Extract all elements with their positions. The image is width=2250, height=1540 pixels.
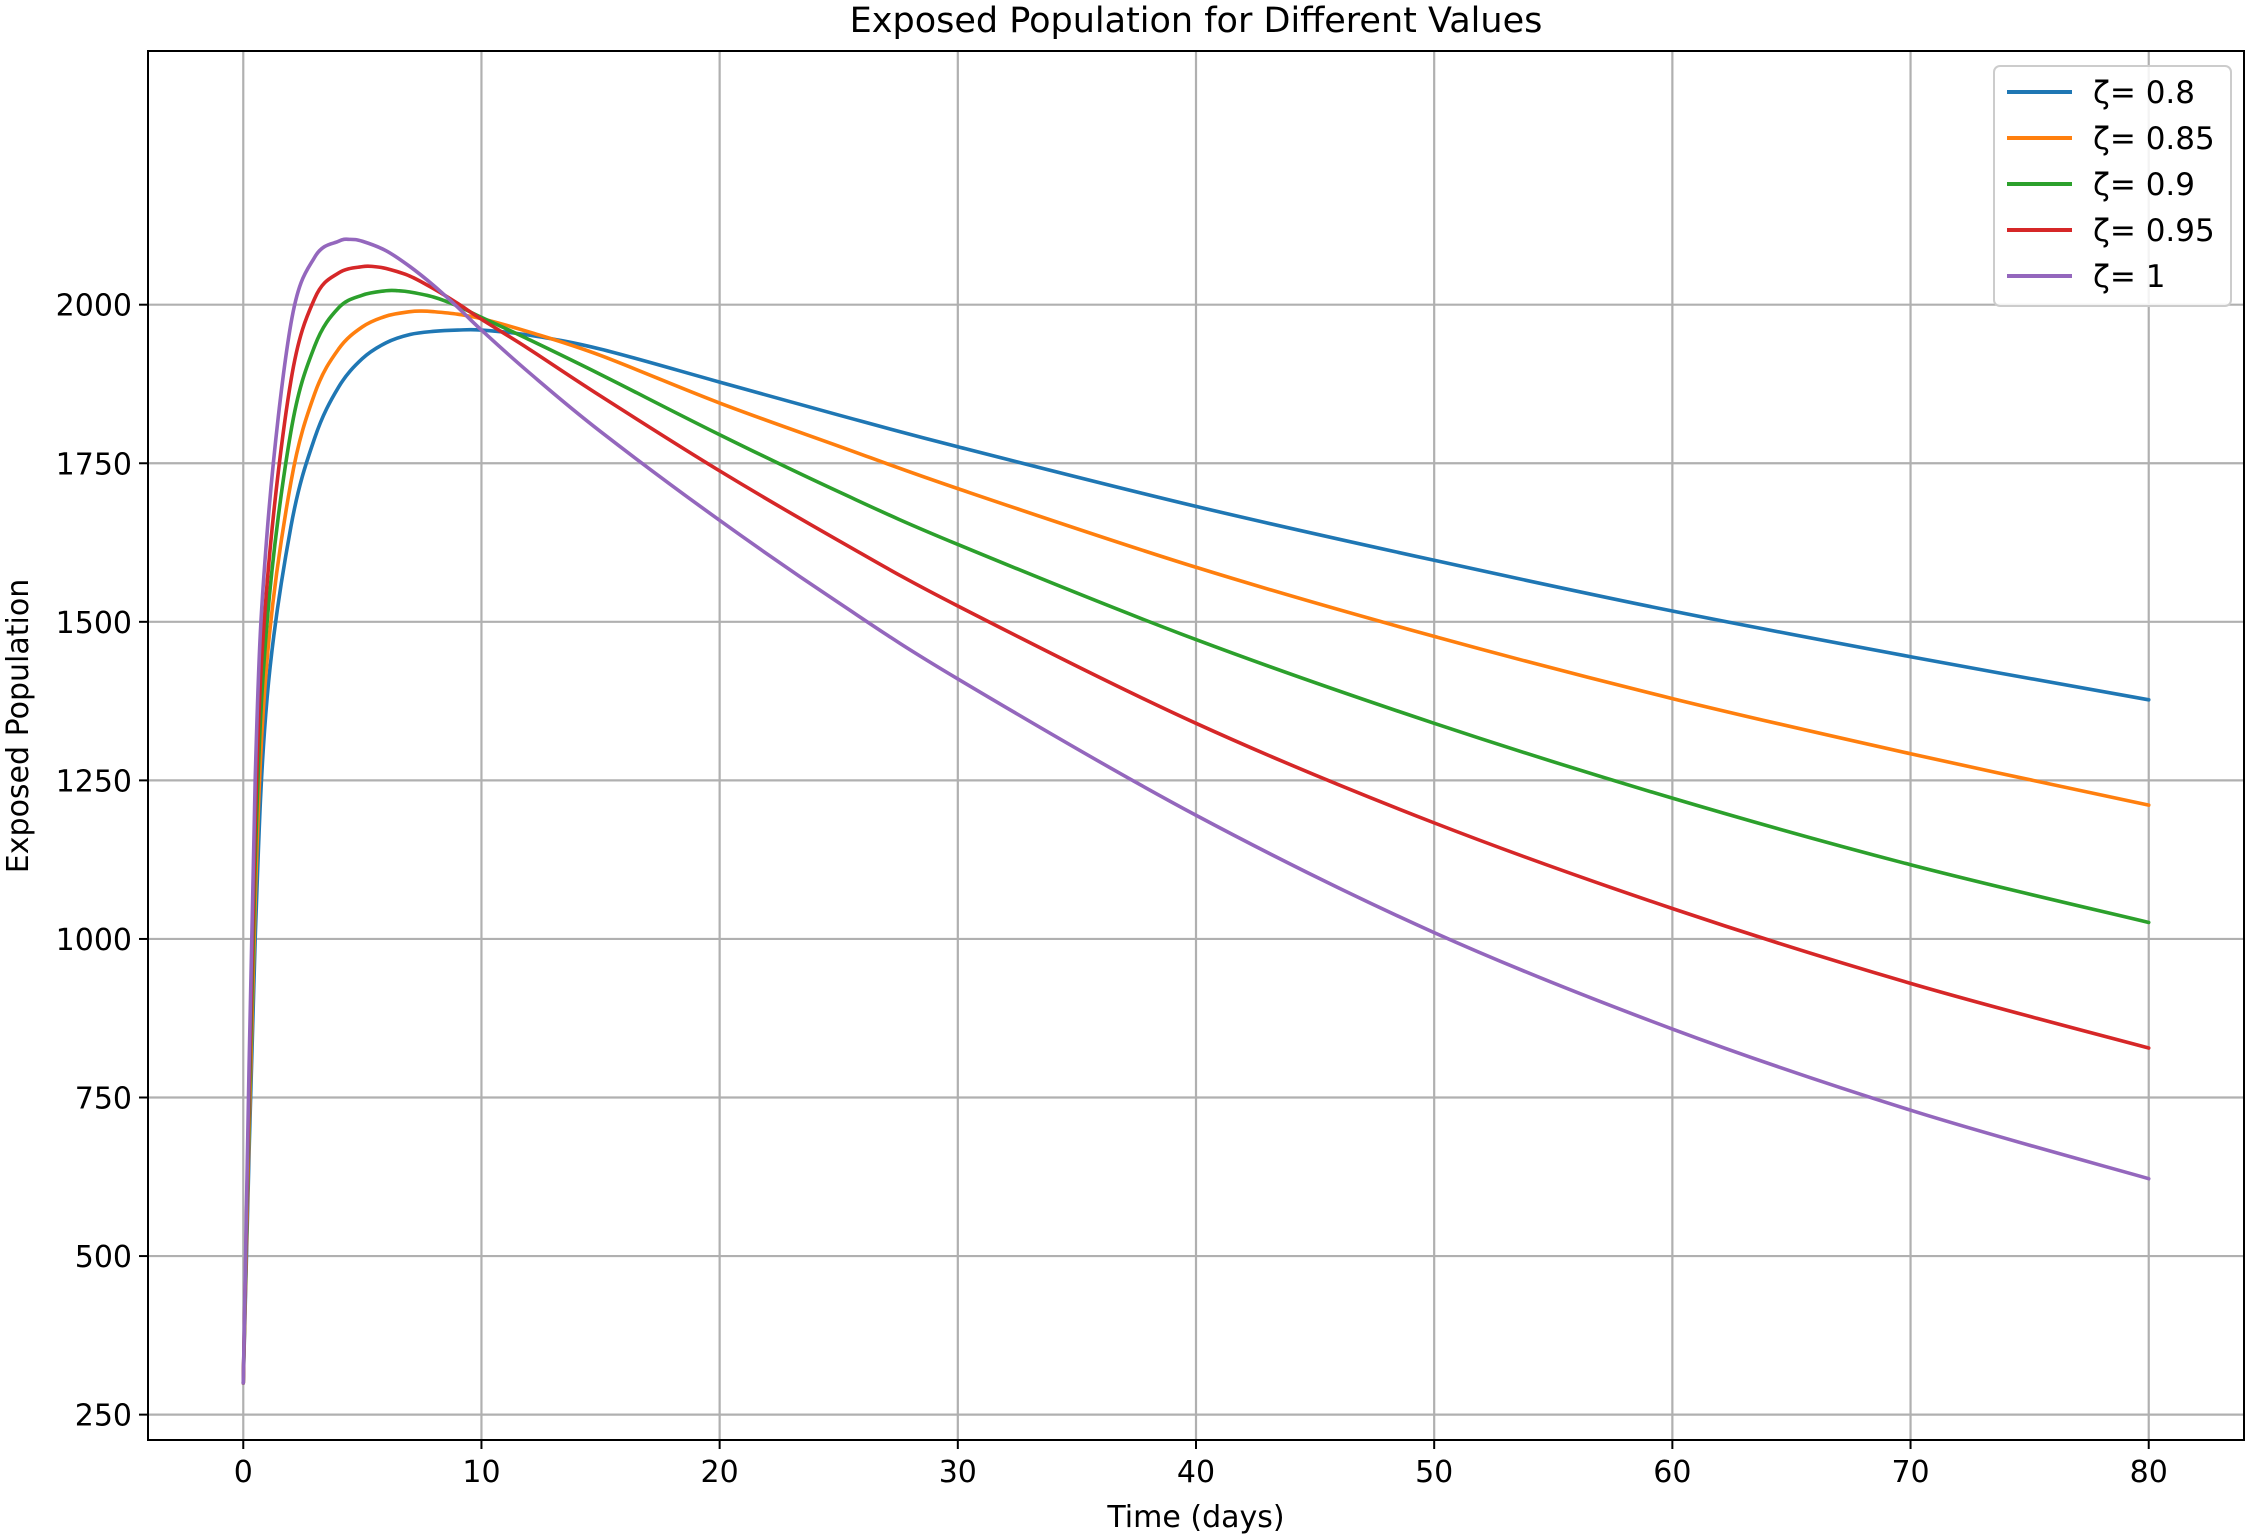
y-tick-label: 250 bbox=[75, 1399, 132, 1434]
legend-label-2: ζ= 0.85 bbox=[2093, 121, 2215, 157]
y-tick-label: 1500 bbox=[56, 606, 132, 641]
y-tick-label: 2000 bbox=[56, 289, 132, 324]
y-tick-label: 1750 bbox=[56, 447, 132, 482]
x-tick-label: 60 bbox=[1653, 1455, 1691, 1490]
legend-label-1: ζ= 0.8 bbox=[2093, 75, 2195, 111]
chart-title: Exposed Population for Different Values bbox=[850, 1, 1543, 41]
legend-label-4: ζ= 0.95 bbox=[2093, 213, 2215, 249]
x-tick-label: 70 bbox=[1891, 1455, 1929, 1490]
legend-entries: ζ= 0.8 ζ= 0.85 ζ= 0.9 ζ= 0.95 ζ= 1 bbox=[2007, 75, 2215, 295]
y-axis-label: Exposed Population bbox=[1, 579, 36, 873]
x-tick-label: 20 bbox=[701, 1455, 739, 1490]
y-tick-label: 750 bbox=[75, 1082, 132, 1117]
legend: ζ= 0.8 ζ= 0.85 ζ= 0.9 ζ= 0.95 ζ= 1 bbox=[1993, 65, 2232, 307]
x-tick-label: 40 bbox=[1177, 1455, 1215, 1490]
legend-label-3: ζ= 0.9 bbox=[2093, 167, 2195, 203]
y-tick-label: 1000 bbox=[56, 923, 132, 958]
x-tick-label: 0 bbox=[234, 1455, 253, 1490]
series-layer bbox=[241, 237, 2151, 1385]
grid-layer bbox=[148, 51, 2244, 1440]
x-tick-label: 30 bbox=[939, 1455, 977, 1490]
x-tick-label: 50 bbox=[1415, 1455, 1453, 1490]
x-axis-label: Time (days) bbox=[1106, 1500, 1284, 1535]
legend-box bbox=[1993, 65, 2232, 307]
series-line-5 bbox=[241, 237, 2151, 1385]
x-tick-label: 80 bbox=[2130, 1455, 2168, 1490]
y-tick-label: 1250 bbox=[56, 764, 132, 799]
y-tick-label: 500 bbox=[75, 1240, 132, 1275]
tick-layer: 0 10 20 30 40 50 60 70 80 250 500 750 1000 1250 1500 17… bbox=[56, 289, 2168, 1490]
legend-label-5: ζ= 1 bbox=[2093, 259, 2165, 295]
x-tick-label: 10 bbox=[462, 1455, 500, 1490]
series-line-3 bbox=[241, 288, 2151, 1385]
series-line-4 bbox=[241, 264, 2151, 1385]
